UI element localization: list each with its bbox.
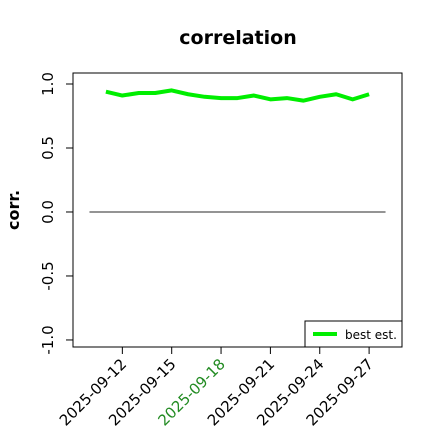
y-tick-label: 1.0 — [39, 72, 57, 96]
y-tick-label: 0.0 — [39, 200, 57, 224]
y-tick-label: 0.5 — [39, 136, 57, 160]
plot-frame — [72, 72, 403, 348]
y-tick-label: -0.5 — [39, 261, 57, 290]
legend-label: best est. — [345, 328, 397, 342]
y-axis-label: corr. — [4, 190, 23, 230]
y-tick-label: -1.0 — [39, 325, 57, 354]
chart-title: correlation — [179, 27, 296, 49]
data-line — [105, 88, 370, 103]
